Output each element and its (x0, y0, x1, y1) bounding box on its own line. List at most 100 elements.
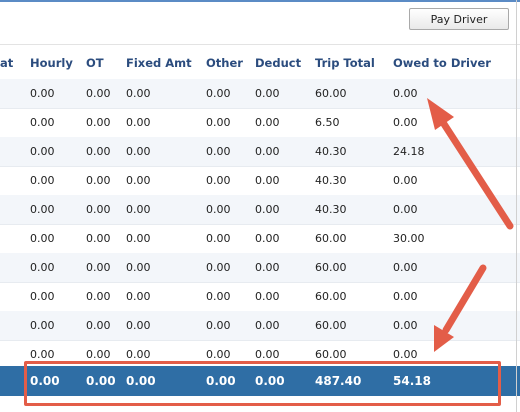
cell-owed-to-driver: 24.18 (393, 145, 425, 158)
total-owed-to-driver: 54.18 (393, 374, 431, 388)
cell-deduct: 0.00 (255, 261, 280, 274)
cell-fixed-amt: 0.00 (126, 174, 151, 187)
cell-other: 0.00 (206, 174, 231, 187)
cell-hourly: 0.00 (30, 290, 55, 303)
table-row[interactable]: 0.00 0.00 0.00 0.00 0.00 40.30 0.00 (0, 166, 520, 196)
table-row[interactable]: 0.00 0.00 0.00 0.00 0.00 60.00 0.00 (0, 282, 520, 312)
total-hourly: 0.00 (30, 374, 60, 388)
cell-other: 0.00 (206, 203, 231, 216)
cell-trip-total: 60.00 (315, 232, 347, 245)
cell-trip-total: 40.30 (315, 174, 347, 187)
cell-trip-total: 60.00 (315, 87, 347, 100)
column-header-rate[interactable]: at (0, 56, 14, 70)
total-other: 0.00 (206, 374, 236, 388)
cell-hourly: 0.00 (30, 348, 55, 361)
cell-other: 0.00 (206, 145, 231, 158)
cell-other: 0.00 (206, 319, 231, 332)
cell-other: 0.00 (206, 232, 231, 245)
cell-owed-to-driver: 0.00 (393, 348, 418, 361)
cell-ot: 0.00 (86, 348, 111, 361)
table-row[interactable]: 0.00 0.00 0.00 0.00 0.00 60.00 0.00 (0, 79, 520, 109)
total-deduct: 0.00 (255, 374, 285, 388)
right-border (516, 0, 517, 412)
total-ot: 0.00 (86, 374, 116, 388)
pay-driver-button[interactable]: Pay Driver (409, 8, 509, 30)
table-row[interactable]: 0.00 0.00 0.00 0.00 0.00 60.00 0.00 (0, 311, 520, 341)
cell-hourly: 0.00 (30, 174, 55, 187)
cell-hourly: 0.00 (30, 145, 55, 158)
cell-hourly: 0.00 (30, 87, 55, 100)
cell-fixed-amt: 0.00 (126, 145, 151, 158)
cell-trip-total: 40.30 (315, 203, 347, 216)
cell-owed-to-driver: 0.00 (393, 319, 418, 332)
cell-ot: 0.00 (86, 203, 111, 216)
column-header-deduct[interactable]: Deduct (255, 56, 302, 70)
cell-owed-to-driver: 30.00 (393, 232, 425, 245)
column-header-fixed-amt[interactable]: Fixed Amt (126, 56, 192, 70)
table-row[interactable]: 0.00 0.00 0.00 0.00 0.00 6.50 0.00 (0, 108, 520, 138)
cell-ot: 0.00 (86, 87, 111, 100)
cell-deduct: 0.00 (255, 116, 280, 129)
cell-deduct: 0.00 (255, 348, 280, 361)
column-header-owed-to-driver[interactable]: Owed to Driver (393, 56, 491, 70)
cell-fixed-amt: 0.00 (126, 232, 151, 245)
cell-deduct: 0.00 (255, 174, 280, 187)
cell-fixed-amt: 0.00 (126, 116, 151, 129)
cell-ot: 0.00 (86, 145, 111, 158)
cell-other: 0.00 (206, 290, 231, 303)
total-fixed-amt: 0.00 (126, 374, 156, 388)
cell-fixed-amt: 0.00 (126, 203, 151, 216)
cell-trip-total: 40.30 (315, 145, 347, 158)
table-row[interactable]: 0.00 0.00 0.00 0.00 0.00 60.00 0.00 (0, 253, 520, 283)
cell-trip-total: 60.00 (315, 261, 347, 274)
column-header-other[interactable]: Other (206, 56, 243, 70)
table-header: at Hourly OT Fixed Amt Other Deduct Trip… (0, 49, 520, 80)
cell-trip-total: 60.00 (315, 290, 347, 303)
cell-trip-total: 6.50 (315, 116, 340, 129)
cell-fixed-amt: 0.00 (126, 290, 151, 303)
cell-deduct: 0.00 (255, 232, 280, 245)
cell-trip-total: 60.00 (315, 319, 347, 332)
cell-trip-total: 60.00 (315, 348, 347, 361)
cell-other: 0.00 (206, 261, 231, 274)
cell-deduct: 0.00 (255, 290, 280, 303)
cell-owed-to-driver: 0.00 (393, 290, 418, 303)
table-row[interactable]: 0.00 0.00 0.00 0.00 0.00 60.00 30.00 (0, 224, 520, 254)
cell-fixed-amt: 0.00 (126, 87, 151, 100)
cell-owed-to-driver: 0.00 (393, 261, 418, 274)
total-trip-total: 487.40 (315, 374, 362, 388)
toolbar: Pay Driver (0, 0, 520, 45)
cell-owed-to-driver: 0.00 (393, 116, 418, 129)
cell-hourly: 0.00 (30, 232, 55, 245)
cell-other: 0.00 (206, 87, 231, 100)
table-row[interactable]: 0.00 0.00 0.00 0.00 0.00 40.30 0.00 (0, 195, 520, 225)
cell-owed-to-driver: 0.00 (393, 174, 418, 187)
cell-ot: 0.00 (86, 174, 111, 187)
cell-other: 0.00 (206, 116, 231, 129)
cell-fixed-amt: 0.00 (126, 319, 151, 332)
cell-hourly: 0.00 (30, 116, 55, 129)
cell-ot: 0.00 (86, 319, 111, 332)
cell-hourly: 0.00 (30, 261, 55, 274)
cell-ot: 0.00 (86, 290, 111, 303)
column-header-ot[interactable]: OT (86, 56, 104, 70)
cell-deduct: 0.00 (255, 87, 280, 100)
cell-deduct: 0.00 (255, 203, 280, 216)
cell-fixed-amt: 0.00 (126, 261, 151, 274)
totals-row: 0.00 0.00 0.00 0.00 0.00 487.40 54.18 (0, 366, 520, 396)
column-header-trip-total[interactable]: Trip Total (315, 56, 375, 70)
cell-ot: 0.00 (86, 232, 111, 245)
top-accent-line (0, 0, 520, 2)
cell-deduct: 0.00 (255, 145, 280, 158)
cell-fixed-amt: 0.00 (126, 348, 151, 361)
cell-hourly: 0.00 (30, 203, 55, 216)
cell-owed-to-driver: 0.00 (393, 203, 418, 216)
cell-ot: 0.00 (86, 116, 111, 129)
cell-ot: 0.00 (86, 261, 111, 274)
cell-deduct: 0.00 (255, 319, 280, 332)
column-header-hourly[interactable]: Hourly (30, 56, 73, 70)
cell-hourly: 0.00 (30, 319, 55, 332)
table-row[interactable]: 0.00 0.00 0.00 0.00 0.00 40.30 24.18 (0, 137, 520, 167)
cell-owed-to-driver: 0.00 (393, 87, 418, 100)
cell-other: 0.00 (206, 348, 231, 361)
